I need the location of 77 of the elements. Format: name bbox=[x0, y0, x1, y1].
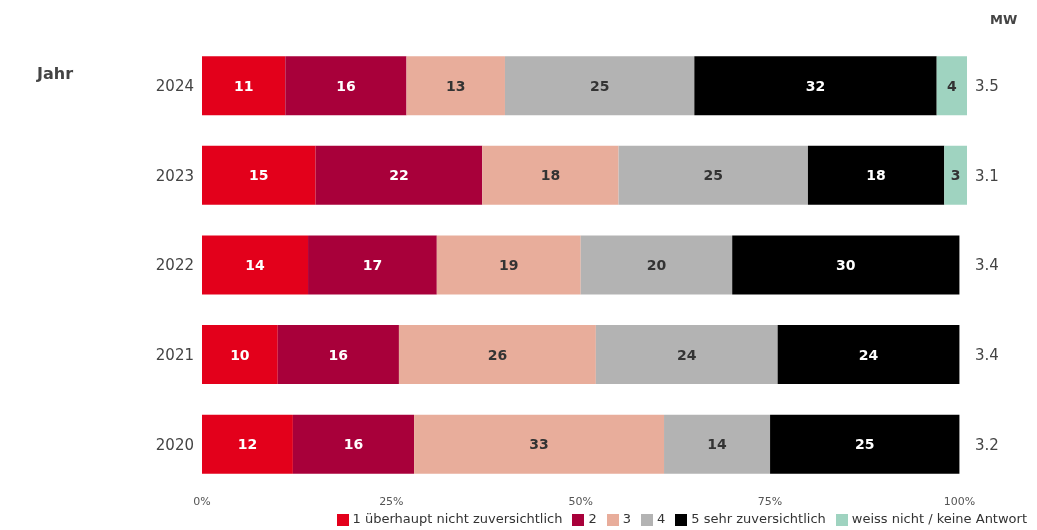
text: MW bbox=[990, 12, 1018, 27]
data-label: 26 bbox=[487, 346, 508, 363]
text: 3.4 bbox=[975, 256, 999, 275]
text: 3.5 bbox=[975, 77, 999, 96]
bar bbox=[936, 56, 967, 116]
bar bbox=[277, 325, 399, 385]
bar bbox=[580, 235, 733, 295]
data-label: 18 bbox=[540, 167, 561, 184]
legend-label: 3 bbox=[622, 511, 632, 526]
y-tick-label: 2020 bbox=[155, 435, 194, 454]
text: 3.4 bbox=[975, 345, 999, 364]
bar bbox=[436, 235, 581, 295]
data-label: 12 bbox=[237, 436, 258, 453]
bar bbox=[202, 325, 278, 385]
bar bbox=[202, 145, 316, 205]
text: 3.2 bbox=[975, 435, 999, 454]
bar bbox=[944, 145, 967, 205]
x-tick-label: 75% bbox=[757, 494, 783, 508]
data-label: 4 bbox=[946, 77, 957, 94]
bar bbox=[414, 414, 665, 474]
data-label: 16 bbox=[336, 77, 356, 94]
data-label: 3 bbox=[950, 167, 961, 184]
y-tick-label: 2021 bbox=[155, 345, 194, 364]
y-tick-label: 2024 bbox=[155, 77, 194, 96]
data-label: 24 bbox=[858, 346, 879, 363]
data-label: 15 bbox=[249, 167, 269, 184]
bar bbox=[770, 414, 960, 474]
text: 3.1 bbox=[975, 166, 999, 185]
legend-label: 4 bbox=[657, 511, 666, 526]
bar bbox=[595, 325, 778, 385]
bar bbox=[504, 56, 695, 116]
bar bbox=[308, 235, 437, 295]
x-tick-label: 50% bbox=[568, 494, 593, 508]
data-label: 22 bbox=[389, 167, 409, 184]
y-tick-label: 2023 bbox=[155, 166, 194, 185]
bar bbox=[398, 325, 596, 385]
data-label: 16 bbox=[328, 346, 349, 363]
data-label: 32 bbox=[805, 77, 826, 94]
data-label: 25 bbox=[855, 436, 875, 453]
bar bbox=[285, 56, 407, 116]
data-label: 25 bbox=[589, 77, 610, 94]
data-label: 10 bbox=[230, 346, 250, 363]
bar bbox=[292, 414, 415, 474]
bar bbox=[202, 414, 293, 474]
bar bbox=[202, 235, 309, 295]
data-label: 24 bbox=[677, 346, 697, 363]
data-label: 16 bbox=[343, 436, 364, 453]
text: Jahr bbox=[37, 64, 74, 83]
legend-label: 5 sehr zuversichtlich bbox=[691, 511, 826, 526]
data-label: 17 bbox=[362, 256, 383, 273]
data-label: 14 bbox=[707, 436, 728, 453]
legend-label: 2 bbox=[588, 511, 597, 526]
x-tick-label: 0% bbox=[193, 494, 211, 508]
bar bbox=[694, 56, 937, 116]
x-tick-label: 25% bbox=[379, 494, 404, 508]
bar bbox=[777, 325, 960, 385]
bar bbox=[732, 235, 960, 295]
bar bbox=[406, 56, 505, 116]
x-tick-label: 100% bbox=[943, 494, 976, 508]
legend-label: 1 überhaupt nicht zuversichtlich bbox=[352, 511, 563, 526]
data-label: 30 bbox=[836, 256, 856, 273]
data-label: 18 bbox=[866, 167, 886, 184]
data-label: 13 bbox=[446, 77, 466, 94]
data-label: 33 bbox=[529, 436, 549, 453]
bar bbox=[202, 56, 286, 116]
data-label: 20 bbox=[646, 256, 667, 273]
legend-label: weiss nicht / keine Antwort bbox=[851, 511, 1027, 526]
bar bbox=[618, 145, 808, 205]
bar bbox=[315, 145, 483, 205]
bar bbox=[664, 414, 771, 474]
bar bbox=[482, 145, 619, 205]
data-label: 19 bbox=[499, 256, 519, 273]
data-label: 11 bbox=[233, 77, 254, 94]
bar bbox=[807, 145, 945, 205]
y-tick-label: 2022 bbox=[155, 256, 194, 275]
data-label: 14 bbox=[245, 256, 266, 273]
data-label: 25 bbox=[703, 167, 723, 184]
